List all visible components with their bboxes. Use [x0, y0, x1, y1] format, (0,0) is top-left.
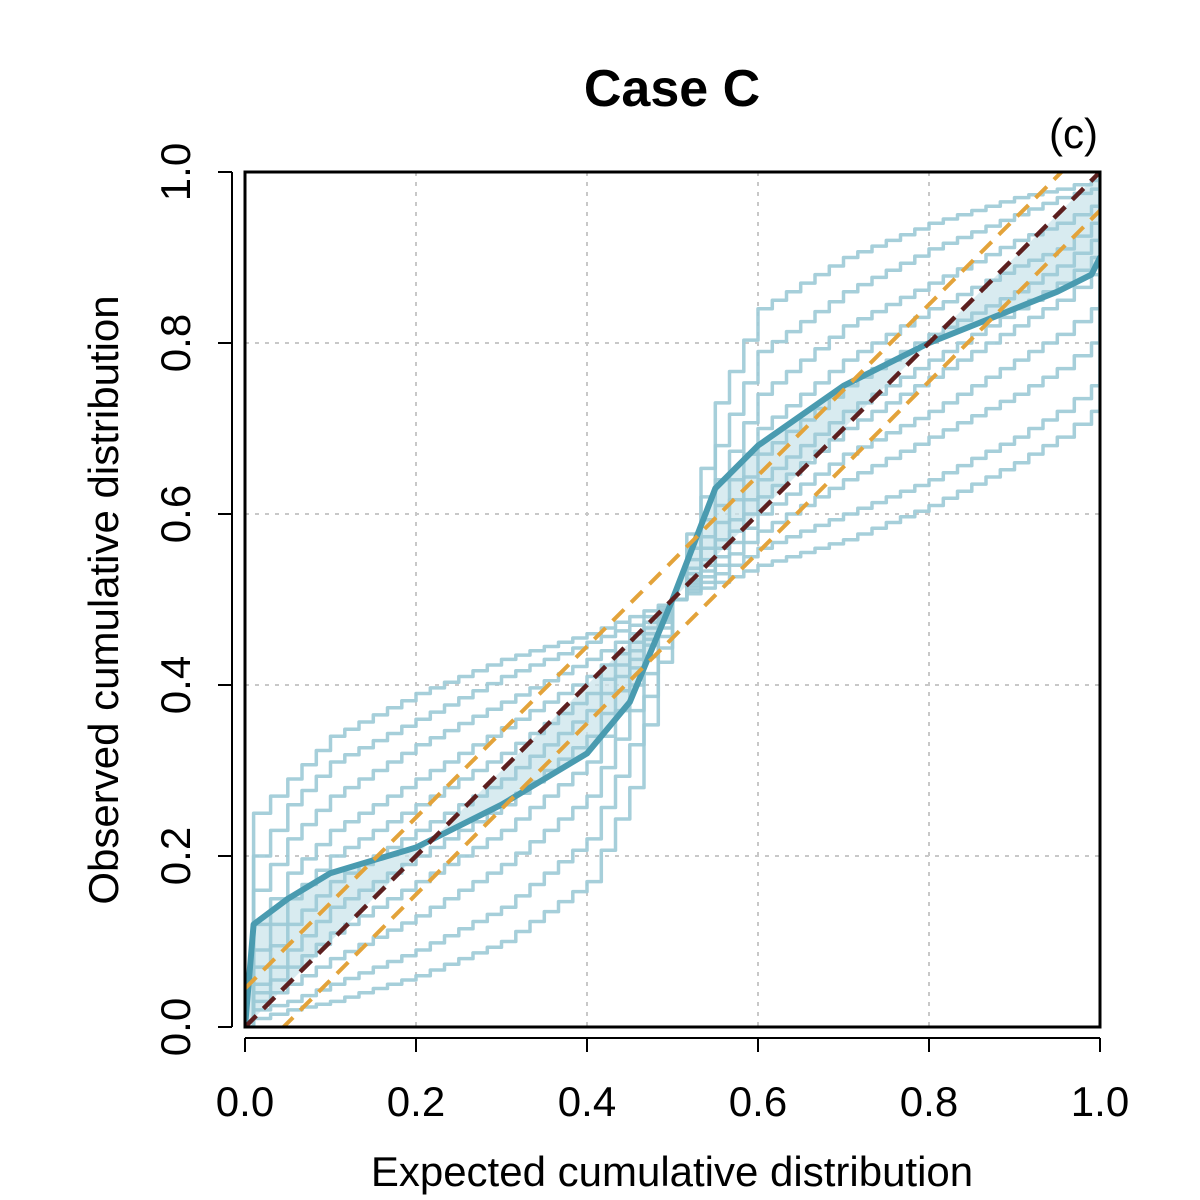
- y-axis-label: Observed cumulative distribution: [80, 295, 127, 904]
- x-tick-label-3: 0.6: [729, 1078, 787, 1125]
- y-tick-label-1: 0.2: [152, 827, 199, 885]
- y-tick-label-2: 0.4: [152, 656, 199, 714]
- y-axis: 0.0 0.2 0.4 0.6 0.8 1.0: [152, 143, 233, 1056]
- reference-lines: [245, 172, 1100, 1027]
- bound-line-lower: [280, 209, 1100, 1027]
- y-tick-label-0: 0.0: [152, 998, 199, 1056]
- y-tick-label-4: 0.8: [152, 314, 199, 372]
- x-tick-label-0: 0.0: [216, 1078, 274, 1125]
- identity-line: [245, 172, 1100, 1027]
- x-axis: 0.0 0.2 0.4 0.6 0.8 1.0: [216, 1037, 1129, 1125]
- y-tick-label-5: 1.0: [152, 143, 199, 201]
- x-tick-label-2: 0.4: [558, 1078, 616, 1125]
- plot-frame: [243, 170, 1102, 1029]
- y-tick-label-3: 0.6: [152, 485, 199, 543]
- x-tick-label-1: 0.2: [387, 1078, 445, 1125]
- bound-line-upper: [245, 172, 1065, 990]
- x-tick-label-4: 0.8: [900, 1078, 958, 1125]
- x-axis-label: Expected cumulative distribution: [371, 1148, 973, 1195]
- chart-title: Case C: [584, 60, 760, 118]
- panel-label: (c): [1049, 110, 1098, 157]
- x-tick-label-5: 1.0: [1071, 1078, 1129, 1125]
